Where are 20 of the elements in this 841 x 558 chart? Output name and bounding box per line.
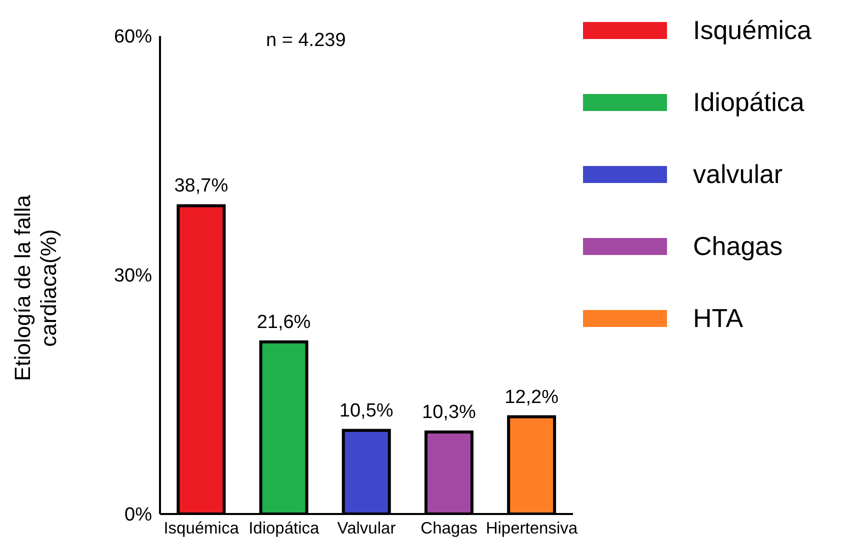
y-axis-title: Etiología de la falla cardiaca(%) xyxy=(10,194,62,383)
x-tick-label: Isquémica xyxy=(164,520,240,538)
data-label: 38,7% xyxy=(174,176,228,197)
data-label: 10,5% xyxy=(339,400,394,422)
data-label: 12,2% xyxy=(504,386,559,408)
legend-label: Chagas xyxy=(693,230,783,262)
annotation: n = 4.239 xyxy=(266,30,346,52)
y-tick-label: 60% xyxy=(114,26,152,48)
legend-label: HTA xyxy=(693,302,744,334)
data-label: 21,6% xyxy=(256,312,311,333)
legend-label: Isquémica xyxy=(693,14,812,46)
data-label: 10,3% xyxy=(422,402,476,423)
y-tick-label: 0% xyxy=(124,504,152,526)
y-tick-label: 30% xyxy=(114,266,152,287)
x-tick-label: Idiopática xyxy=(248,520,320,538)
x-tick-label: Hipertensiva xyxy=(486,520,578,538)
x-tick-label: Valvular xyxy=(337,520,396,538)
x-tick-label: Chagas xyxy=(420,520,478,538)
legend-label: valvular xyxy=(693,158,783,190)
legend-label: Idiopática xyxy=(693,86,804,118)
